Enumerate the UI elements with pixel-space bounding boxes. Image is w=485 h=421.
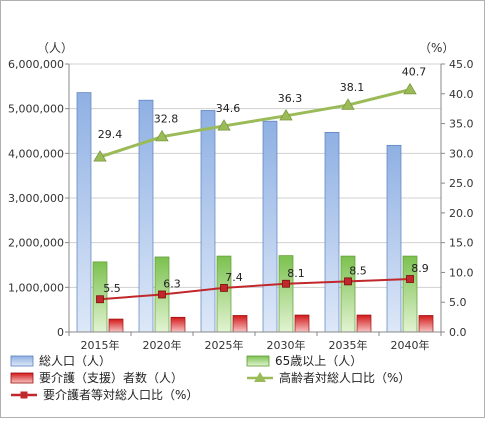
data-label: 38.1: [340, 81, 365, 94]
left-axis-tick-label: 1,000,000: [8, 281, 64, 294]
point-marker-square: [406, 275, 414, 283]
left-axis-tick-label: 0: [57, 326, 64, 339]
bar-1: [76, 92, 92, 333]
right-axis-tick-label: 10.0: [449, 266, 474, 279]
right-axis-tick-label: 5.0: [449, 296, 467, 309]
legend-label: 高齢者対総人口比（%）: [279, 370, 410, 385]
legend-label: 要介護（支援）者数（人）: [39, 370, 183, 385]
bar-1: [386, 144, 402, 333]
bar-3: [108, 318, 124, 333]
bar-1: [324, 131, 340, 333]
right-axis-tick-label: 20.0: [449, 207, 474, 220]
legend-marker-triangle: [254, 372, 266, 382]
point-marker-square: [344, 277, 352, 286]
left-axis-tick-label: 4,000,000: [8, 147, 64, 160]
point-marker-triangle: [155, 129, 169, 142]
left-axis-tick-label: 5,000,000: [8, 103, 64, 116]
data-label: 8.1: [287, 267, 305, 280]
data-label: 29.4: [98, 128, 123, 141]
bar-2: [216, 255, 232, 333]
bar-3: [170, 316, 186, 333]
right-axis-tick-label: 15.0: [449, 237, 474, 250]
axes-layer: 0 1,000,000 2,000,000 3,000,000 4,000,000 5,0…: [8, 41, 473, 352]
series-line-2: [99, 277, 411, 301]
data-label: 40.7: [402, 66, 427, 79]
point-marker-triangle: [341, 98, 355, 110]
bars-layer: [76, 92, 434, 333]
bar-1: [200, 110, 216, 333]
left-axis-tick-label: 2,000,000: [8, 237, 64, 250]
right-axis-tick-label: 35.0: [449, 118, 474, 131]
x-axis-category-label: 2020年: [143, 338, 182, 352]
bar-3: [418, 315, 434, 333]
x-axis-category-label: 2030年: [267, 338, 306, 352]
data-label: 34.6: [216, 102, 241, 115]
legend-marker-square: [20, 391, 28, 399]
right-axis-tick-label: 45.0: [449, 58, 474, 71]
bar-1: [262, 120, 278, 333]
bar-3: [232, 315, 248, 333]
x-axis-category-label: 2025年: [205, 338, 244, 352]
point-marker-triangle: [403, 82, 417, 95]
point-marker-triangle: [93, 150, 107, 162]
legend-swatch: [246, 355, 270, 367]
legend-label: 65歳以上（人）: [275, 354, 362, 368]
x-axis-category-label: 2035年: [329, 338, 368, 352]
x-axis-category-label: 2015年: [81, 338, 120, 352]
legend-swatch: [10, 355, 34, 367]
right-axis-tick-label: 25.0: [449, 177, 474, 190]
data-label: 8.5: [349, 264, 367, 277]
data-label: 36.3: [278, 92, 303, 105]
point-marker-triangle: [279, 109, 293, 121]
data-label: 6.3: [163, 277, 181, 290]
right-axis-tick-label: 40.0: [449, 88, 474, 101]
series-line-1: [99, 88, 411, 159]
bar-3: [356, 314, 372, 333]
point-marker-square: [158, 290, 166, 299]
data-label: 5.5: [103, 282, 121, 295]
data-label: 32.8: [154, 113, 179, 126]
x-axis-category-label: 2040年: [391, 338, 430, 352]
point-marker-square: [96, 295, 104, 304]
legend: 総人口（人） 65歳以上（人） 要介護（支援）者数（人） 高齢者対総人口比（%） 要介護…: [10, 354, 410, 402]
right-axis-unit: （%）: [419, 41, 454, 55]
gridlines: [69, 63, 441, 288]
lines-layer: [93, 82, 417, 304]
data-labels-layer: 29.4 32.8 34.6 36.3 38.1 40.7 5.5 6.3 7.4 8.1 8.5 8…: [98, 66, 429, 296]
point-marker-square: [220, 284, 228, 292]
legend-swatch: [10, 372, 34, 384]
bar-1: [138, 99, 154, 333]
point-marker-triangle: [217, 119, 231, 131]
left-axis-tick-label: 6,000,000: [8, 58, 64, 71]
left-axis-unit: （人）: [37, 41, 73, 55]
left-axis-tick-label: 3,000,000: [8, 192, 64, 205]
legend-label: 要介護者等対総人口比（%）: [43, 387, 198, 402]
right-axis-tick-label: 30.0: [449, 147, 474, 160]
data-label: 7.4: [225, 271, 243, 284]
data-label: 8.9: [411, 262, 429, 275]
right-axis-tick-label: 0.0: [449, 326, 467, 339]
point-marker-square: [282, 279, 290, 288]
bar-3: [294, 314, 310, 333]
legend-label: 総人口（人）: [39, 354, 111, 368]
